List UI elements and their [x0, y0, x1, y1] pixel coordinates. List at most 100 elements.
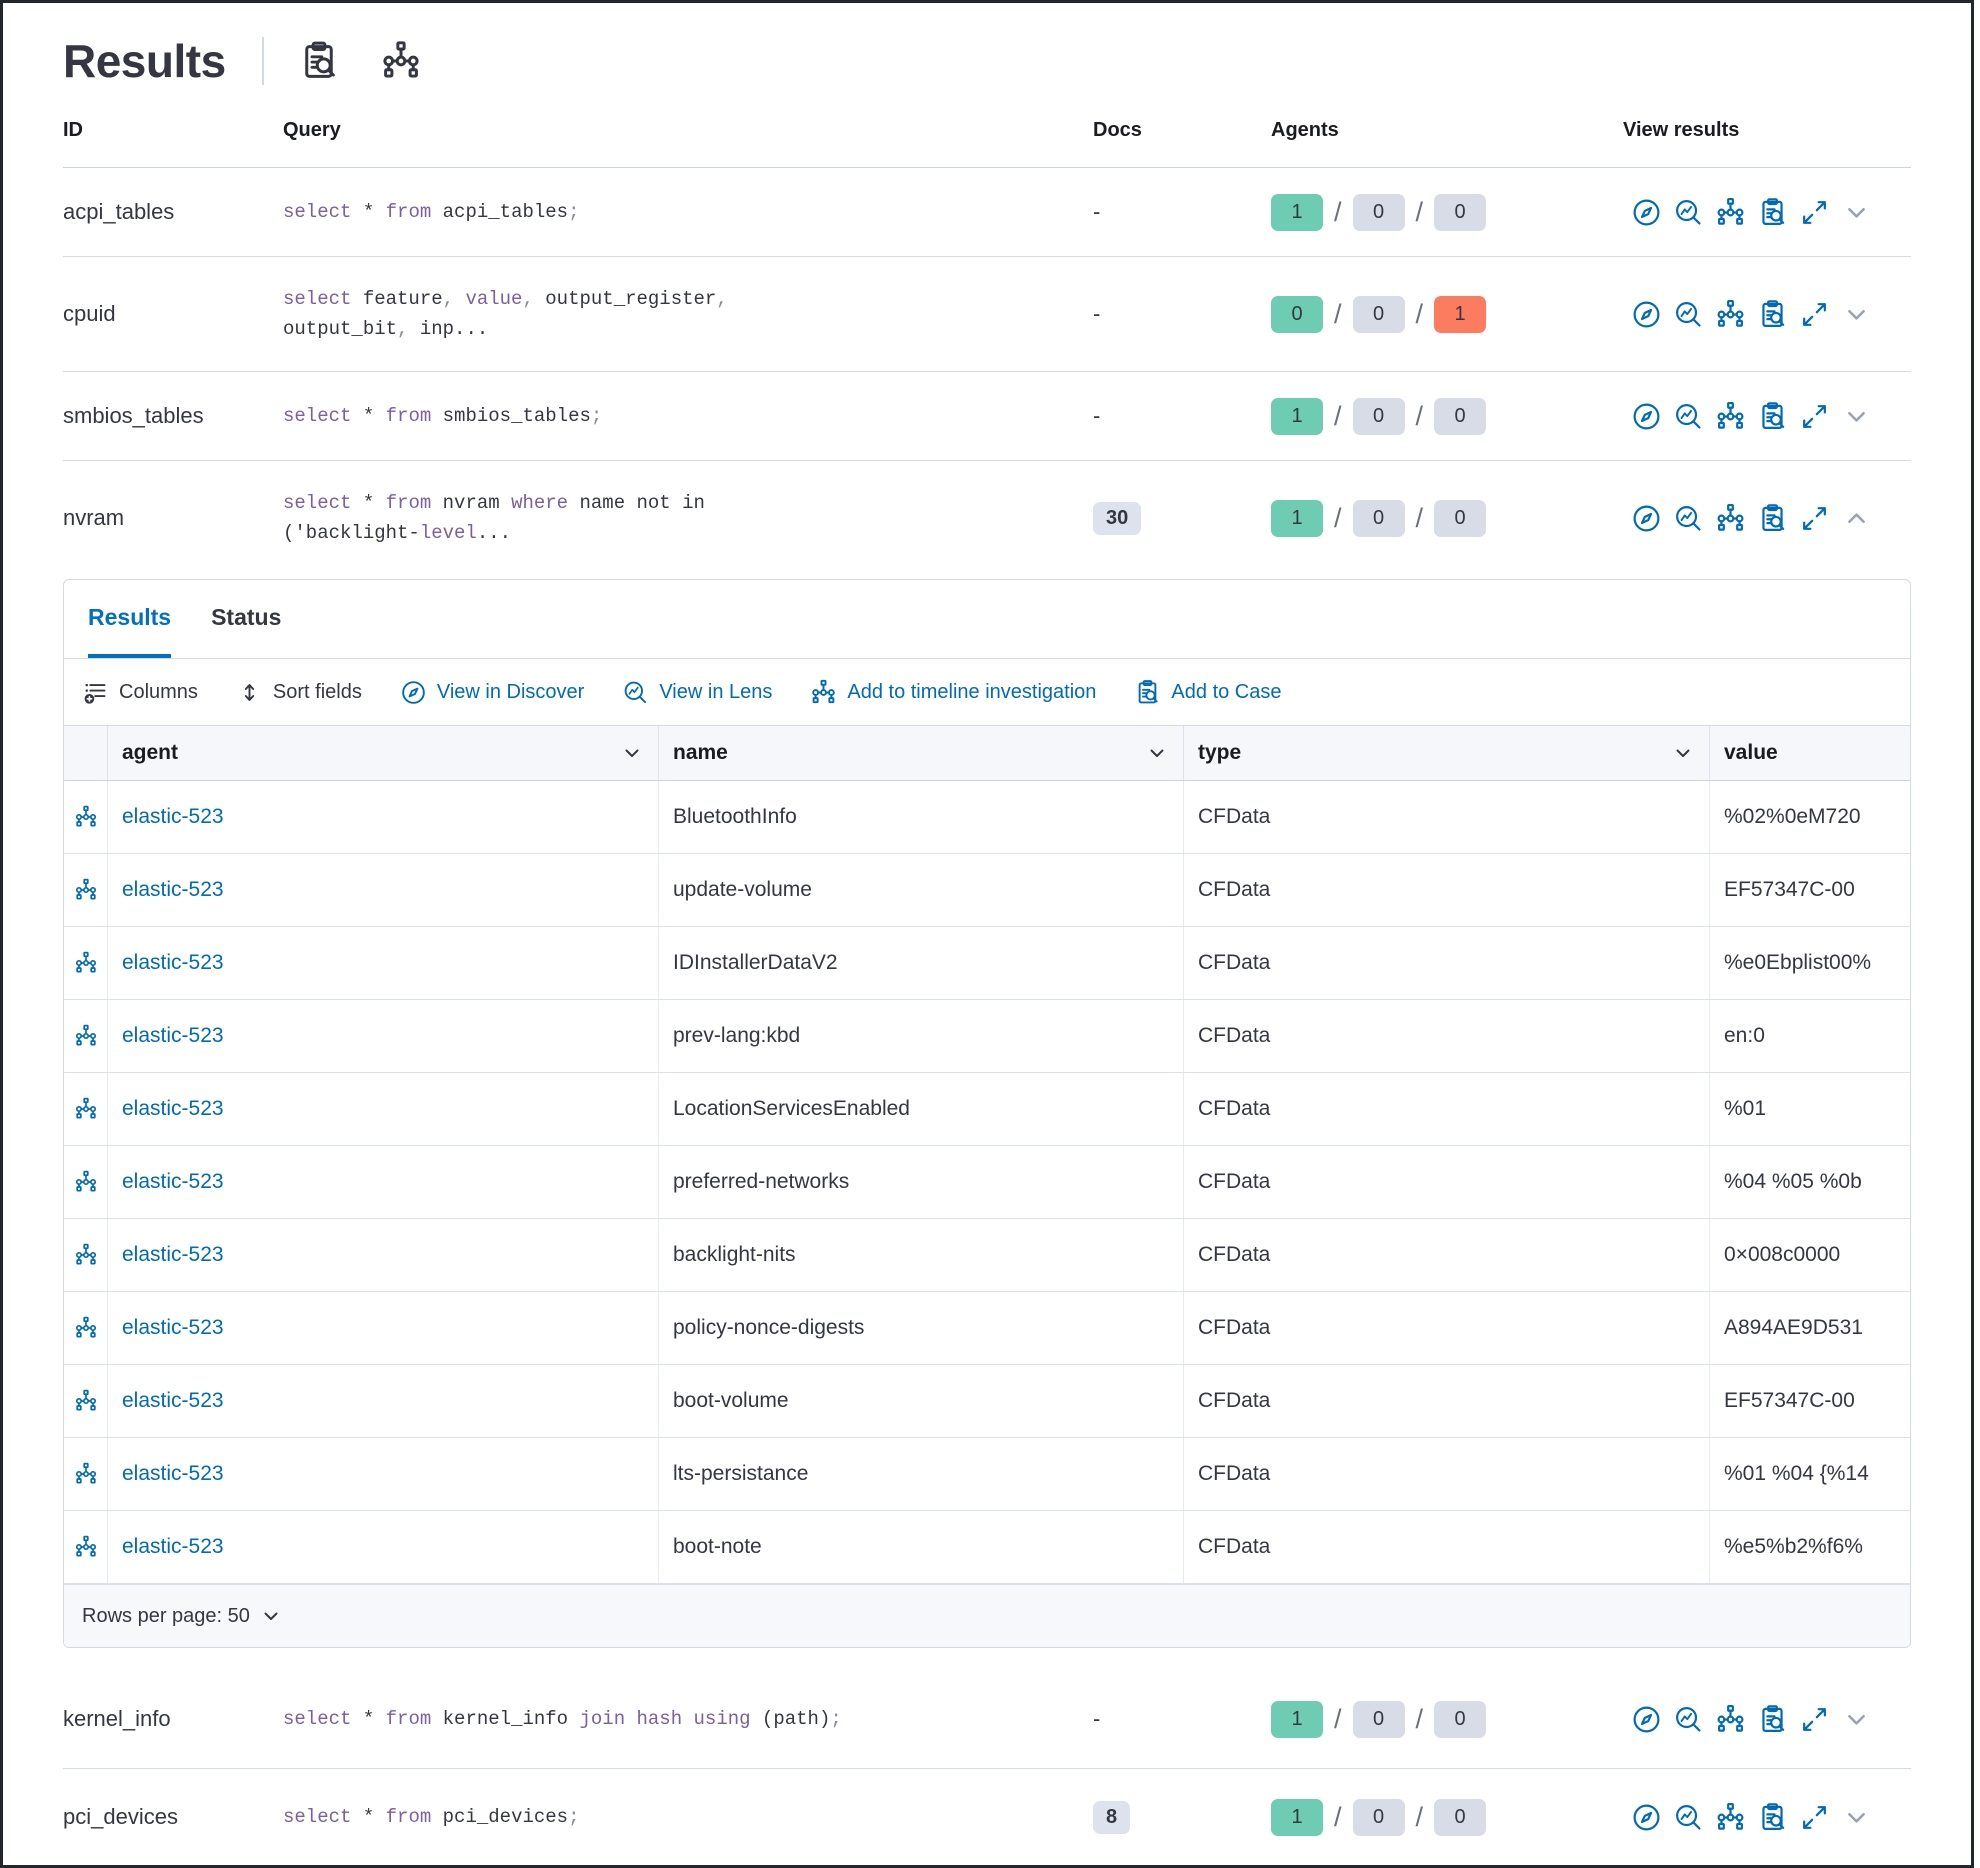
row-topology-icon[interactable] [74, 1462, 98, 1486]
docs-count: - [1093, 199, 1101, 224]
agents-pending-badge: 0 [1352, 1798, 1405, 1836]
collapse-row-chevron-icon[interactable] [1841, 503, 1872, 534]
agent-link[interactable]: elastic-523 [122, 1316, 224, 1339]
toggle-row-chevron-icon[interactable] [1841, 1704, 1872, 1735]
row-topology-icon[interactable] [74, 1097, 98, 1121]
agent-link[interactable]: elastic-523 [122, 1462, 224, 1485]
toggle-row-chevron-icon[interactable] [1841, 197, 1872, 228]
add-to-case-icon[interactable] [1757, 1802, 1788, 1833]
agent-link[interactable]: elastic-523 [122, 1535, 224, 1558]
add-to-timeline-icon[interactable] [1715, 197, 1746, 228]
view-in-lens-icon[interactable] [1673, 401, 1704, 432]
add-to-timeline-icon[interactable] [1715, 299, 1746, 330]
add-to-timeline-icon[interactable] [1715, 503, 1746, 534]
expand-results-icon[interactable] [1799, 299, 1830, 330]
view-in-lens-icon[interactable] [1673, 299, 1704, 330]
result-name: BluetoothInfo [659, 781, 1184, 853]
query-sql: select * from smbios_tables; [283, 404, 603, 427]
toggle-row-chevron-icon[interactable] [1841, 1802, 1872, 1833]
row-topology-icon[interactable] [74, 1316, 98, 1340]
result-name: update-volume [659, 854, 1184, 926]
agents-status: 1/0/0 [1241, 499, 1623, 537]
agent-link[interactable]: elastic-523 [122, 1097, 224, 1120]
grid-footer: Rows per page: 50 [64, 1584, 1910, 1647]
add-to-case-icon[interactable] [1757, 503, 1788, 534]
result-name: LocationServicesEnabled [659, 1073, 1184, 1145]
agent-link[interactable]: elastic-523 [122, 1024, 224, 1047]
expand-results-icon[interactable] [1799, 1802, 1830, 1833]
rows-per-page-button[interactable]: Rows per page: 50 [82, 1604, 283, 1628]
grid-header-name[interactable]: name [659, 726, 1184, 780]
clipboard-search-icon [298, 40, 340, 82]
docs-count: - [1093, 403, 1101, 428]
chevron-down-icon [259, 1604, 283, 1628]
row-topology-icon[interactable] [74, 1170, 98, 1194]
expand-results-icon[interactable] [1799, 197, 1830, 228]
agent-link[interactable]: elastic-523 [122, 805, 224, 828]
view-in-discover-icon[interactable] [1631, 1802, 1662, 1833]
results-grid-header: agent name type value [64, 726, 1910, 781]
view-in-discover-icon[interactable] [1631, 197, 1662, 228]
add-to-timeline-button[interactable]: Add to timeline investigation [810, 679, 1096, 706]
add-to-case-icon[interactable] [1757, 197, 1788, 228]
expand-results-icon[interactable] [1799, 401, 1830, 432]
agent-link[interactable]: elastic-523 [122, 1243, 224, 1266]
row-topology-icon[interactable] [74, 805, 98, 829]
row-topology-icon[interactable] [74, 878, 98, 902]
query-row-acpi-tables: acpi_tables select * from acpi_tables; -… [63, 168, 1911, 257]
toggle-row-chevron-icon[interactable] [1841, 401, 1872, 432]
add-to-timeline-icon[interactable] [1715, 401, 1746, 432]
result-row: elastic-523 IDInstallerDataV2 CFData %e0… [64, 927, 1910, 1000]
result-name: preferred-networks [659, 1146, 1184, 1218]
row-topology-icon[interactable] [74, 951, 98, 975]
query-id: pci_devices [63, 1804, 178, 1829]
view-in-lens-icon[interactable] [1673, 197, 1704, 228]
add-to-timeline-icon[interactable] [1715, 1704, 1746, 1735]
grid-header-type[interactable]: type [1184, 726, 1710, 780]
agent-link[interactable]: elastic-523 [122, 1170, 224, 1193]
queries-table-header: ID Query Docs Agents View results [63, 93, 1911, 168]
add-to-case-icon[interactable] [1757, 1704, 1788, 1735]
add-to-case-button[interactable]: Add to Case [1134, 679, 1282, 706]
add-to-case-icon[interactable] [1757, 401, 1788, 432]
add-to-timeline-icon[interactable] [1715, 1802, 1746, 1833]
row-topology-icon[interactable] [74, 1389, 98, 1413]
expand-results-icon[interactable] [1799, 1704, 1830, 1735]
result-name: boot-note [659, 1511, 1184, 1583]
agents-status: 0/0/1 [1241, 295, 1623, 333]
row-topology-icon[interactable] [74, 1243, 98, 1267]
query-id: cpuid [63, 301, 116, 326]
agent-link[interactable]: elastic-523 [122, 1389, 224, 1412]
tab-status[interactable]: Status [211, 580, 281, 658]
col-header-view-results: View results [1623, 118, 1740, 141]
result-value: EF57347C-00 [1724, 878, 1855, 901]
view-in-lens-icon[interactable] [1673, 1704, 1704, 1735]
columns-button[interactable]: Columns [82, 679, 198, 706]
agents-success-badge: 1 [1271, 1700, 1323, 1738]
view-in-lens-icon[interactable] [1673, 503, 1704, 534]
agent-link[interactable]: elastic-523 [122, 878, 224, 901]
row-topology-icon[interactable] [74, 1024, 98, 1048]
agent-link[interactable]: elastic-523 [122, 951, 224, 974]
add-to-case-icon[interactable] [1757, 299, 1788, 330]
toggle-row-chevron-icon[interactable] [1841, 299, 1872, 330]
query-id: acpi_tables [63, 199, 175, 224]
expand-results-icon[interactable] [1799, 503, 1830, 534]
view-in-discover-icon[interactable] [1631, 503, 1662, 534]
agents-pending-badge: 0 [1352, 193, 1405, 231]
grid-header-value[interactable]: value [1724, 741, 1778, 764]
view-in-discover-icon[interactable] [1631, 299, 1662, 330]
result-value: %02%0eM720 [1724, 805, 1861, 828]
view-in-lens-button[interactable]: View in Lens [622, 679, 772, 706]
sort-fields-button[interactable]: Sort fields [236, 679, 362, 706]
view-in-discover-icon[interactable] [1631, 401, 1662, 432]
row-topology-icon[interactable] [74, 1535, 98, 1559]
result-type: CFData [1184, 1438, 1710, 1510]
view-in-discover-icon[interactable] [1631, 1704, 1662, 1735]
view-in-lens-icon[interactable] [1673, 1802, 1704, 1833]
agents-pending-badge: 0 [1352, 1700, 1405, 1738]
view-results-actions [1623, 401, 1911, 432]
tab-results[interactable]: Results [88, 580, 172, 658]
view-in-discover-button[interactable]: View in Discover [400, 679, 584, 706]
grid-header-agent[interactable]: agent [108, 726, 659, 780]
